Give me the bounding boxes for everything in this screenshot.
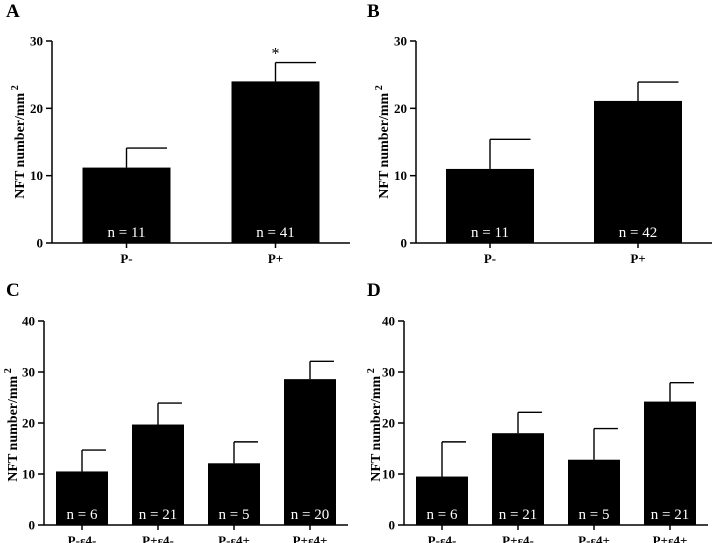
x-tick-label: P+ε4+ — [653, 533, 688, 543]
bar-n-label: n = 11 — [108, 225, 146, 241]
bar-n-label: n = 6 — [427, 507, 458, 523]
x-tick-label: P+ — [630, 251, 645, 266]
panel-a: A 0 10 20 30 NFT number/mm 2 n = 11 P-n = 41 * P+ — [6, 1, 350, 266]
bar-n-label: n = 41 — [256, 225, 294, 241]
y-tick-label: 30 — [30, 34, 43, 49]
y-tick-label: 40 — [22, 314, 35, 329]
y-tick-label: 20 — [30, 101, 43, 116]
bar-n-label: n = 21 — [651, 507, 689, 523]
y-tick-label: 10 — [22, 467, 35, 482]
y-tick-label: 30 — [394, 34, 407, 49]
y-tick-label: 20 — [382, 416, 395, 431]
y-axis-label: NFT number/mm 2 — [374, 85, 392, 198]
y-tick-label: 0 — [37, 236, 44, 251]
bar — [132, 424, 184, 525]
bar — [284, 379, 336, 525]
x-tick-label: P+ — [268, 251, 283, 266]
x-tick-label: P+ε4- — [142, 533, 174, 543]
x-tick-label: P+ε4+ — [293, 533, 328, 543]
panel-letter: D — [367, 280, 381, 301]
panel-c: C 0 10 20 30 40 NFT number/mm 2 n = 6 P-ε4- n = 2… — [3, 280, 348, 543]
y-tick-label: 20 — [22, 416, 35, 431]
y-axis-label: NFT number/mm 2 — [366, 368, 384, 481]
bar — [56, 471, 108, 525]
bar — [644, 401, 696, 525]
y-tick-label: 10 — [382, 467, 395, 482]
x-tick-label: P+ε4- — [502, 533, 534, 543]
significance-marker: * — [272, 46, 280, 63]
panel-letter: C — [6, 280, 20, 301]
bar — [446, 168, 534, 243]
bar-n-label: n = 20 — [291, 507, 329, 523]
y-axis-label: NFT number/mm 2 — [10, 85, 28, 198]
bar — [492, 433, 544, 525]
x-tick-label: P- — [484, 251, 496, 266]
panel-d: D 0 10 20 30 40 NFT number/mm 2 n = 6 P-ε4- n = 2… — [366, 280, 708, 543]
y-tick-label: 10 — [394, 168, 407, 183]
bar — [208, 463, 260, 525]
bar-n-label: n = 42 — [619, 225, 657, 241]
x-tick-label: P-ε4+ — [218, 533, 250, 543]
y-tick-label: 30 — [382, 365, 395, 380]
y-tick-label: 0 — [29, 518, 36, 533]
bar-n-label: n = 11 — [471, 225, 509, 241]
y-tick-label: 40 — [382, 314, 395, 329]
bar — [416, 476, 468, 525]
x-tick-label: P-ε4- — [428, 533, 457, 543]
y-tick-label: 0 — [401, 236, 408, 251]
bar — [231, 81, 320, 244]
panel-letter: A — [6, 1, 20, 22]
y-tick-label: 10 — [30, 168, 43, 183]
bar — [594, 100, 682, 243]
y-tick-label: 30 — [22, 365, 35, 380]
bar-n-label: n = 21 — [139, 507, 177, 523]
bar-n-label: n = 6 — [67, 507, 98, 523]
bar — [568, 459, 620, 525]
y-axis-label: NFT number/mm 2 — [3, 368, 21, 481]
panel-b: B 0 10 20 30 NFT number/mm 2 n = 11 P-n = 42 P+ — [367, 1, 712, 266]
y-tick-label: 0 — [389, 518, 396, 533]
bar-n-label: n = 5 — [579, 507, 610, 523]
bar-n-label: n = 5 — [219, 507, 250, 523]
panel-letter: B — [367, 1, 380, 22]
x-tick-label: P-ε4- — [68, 533, 97, 543]
y-tick-label: 20 — [394, 101, 407, 116]
bar — [82, 167, 171, 243]
x-tick-label: P-ε4+ — [578, 533, 610, 543]
bar-n-label: n = 21 — [499, 507, 537, 523]
x-tick-label: P- — [120, 251, 132, 266]
